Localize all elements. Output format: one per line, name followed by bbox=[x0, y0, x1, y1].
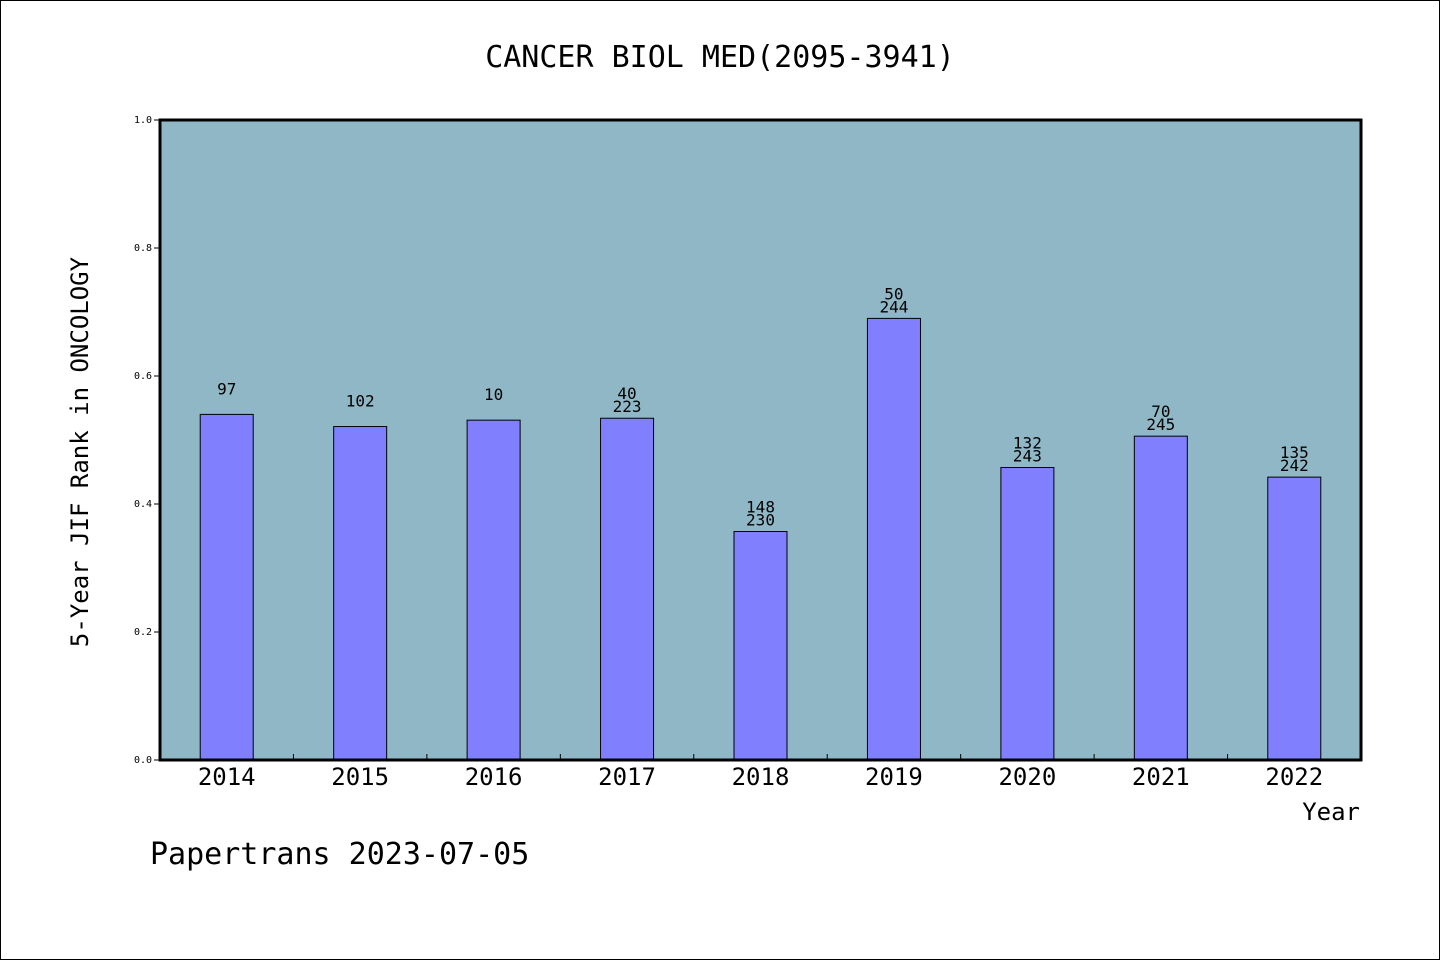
bar bbox=[199, 413, 254, 761]
y-tick-label: 0.8 bbox=[134, 243, 152, 254]
x-tick-label: 2014 bbox=[198, 763, 256, 791]
data-label-total: 223 bbox=[613, 397, 642, 416]
plot-area: 0.0 0.2 0.4 0.6 0.8 1.0 2014 97 2015 102 2016 10 201… bbox=[134, 115, 1363, 791]
data-label-rank: 148 bbox=[746, 498, 775, 517]
data-label-rank: 102 bbox=[346, 392, 375, 411]
x-tick-label: 2021 bbox=[1132, 763, 1190, 791]
bar bbox=[866, 317, 921, 761]
x-tick-label: 2016 bbox=[465, 763, 523, 791]
data-label-rank: 50 bbox=[884, 284, 903, 303]
data-label-rank: 132 bbox=[1013, 434, 1042, 453]
bar bbox=[333, 426, 388, 761]
data-label-rank: 40 bbox=[617, 384, 636, 403]
y-tick-label: 0.0 bbox=[134, 755, 152, 766]
x-axis-label: Year bbox=[1302, 798, 1360, 826]
y-tick-label: 0.6 bbox=[134, 371, 152, 382]
y-tick-label: 0.2 bbox=[134, 627, 152, 638]
x-tick-label: 2017 bbox=[598, 763, 656, 791]
data-label-rank: 70 bbox=[1151, 402, 1170, 421]
y-tick-label: 1.0 bbox=[134, 115, 152, 126]
data-label-total: 230 bbox=[746, 511, 775, 530]
footer-watermark: Papertrans 2023-07-05 bbox=[150, 837, 529, 872]
bar bbox=[1000, 467, 1055, 761]
bar bbox=[1133, 435, 1188, 761]
y-tick-label: 0.4 bbox=[134, 499, 152, 510]
x-tick-label: 2020 bbox=[998, 763, 1056, 791]
data-label-total: 244 bbox=[879, 297, 908, 316]
bar bbox=[466, 419, 521, 761]
x-tick-label: 2015 bbox=[331, 763, 389, 791]
chart-title: CANCER BIOL MED(2095-3941) bbox=[485, 40, 955, 75]
plot-border bbox=[158, 118, 1363, 762]
y-axis-label: 5-Year JIF Rank in ONCOLOGY bbox=[66, 256, 94, 647]
bar bbox=[1267, 476, 1322, 761]
bar bbox=[733, 531, 788, 761]
data-label-rank: 97 bbox=[217, 379, 236, 398]
data-label-total: 242 bbox=[1280, 456, 1309, 475]
x-tick-label: 2022 bbox=[1265, 763, 1323, 791]
x-tick-label: 2019 bbox=[865, 763, 923, 791]
bar bbox=[600, 417, 655, 761]
x-tick-label: 2018 bbox=[732, 763, 790, 791]
data-label-total: 245 bbox=[1146, 415, 1175, 434]
data-label-total: 243 bbox=[1013, 447, 1042, 466]
data-label-rank: 10 bbox=[484, 385, 503, 404]
data-label-rank: 135 bbox=[1280, 443, 1309, 462]
